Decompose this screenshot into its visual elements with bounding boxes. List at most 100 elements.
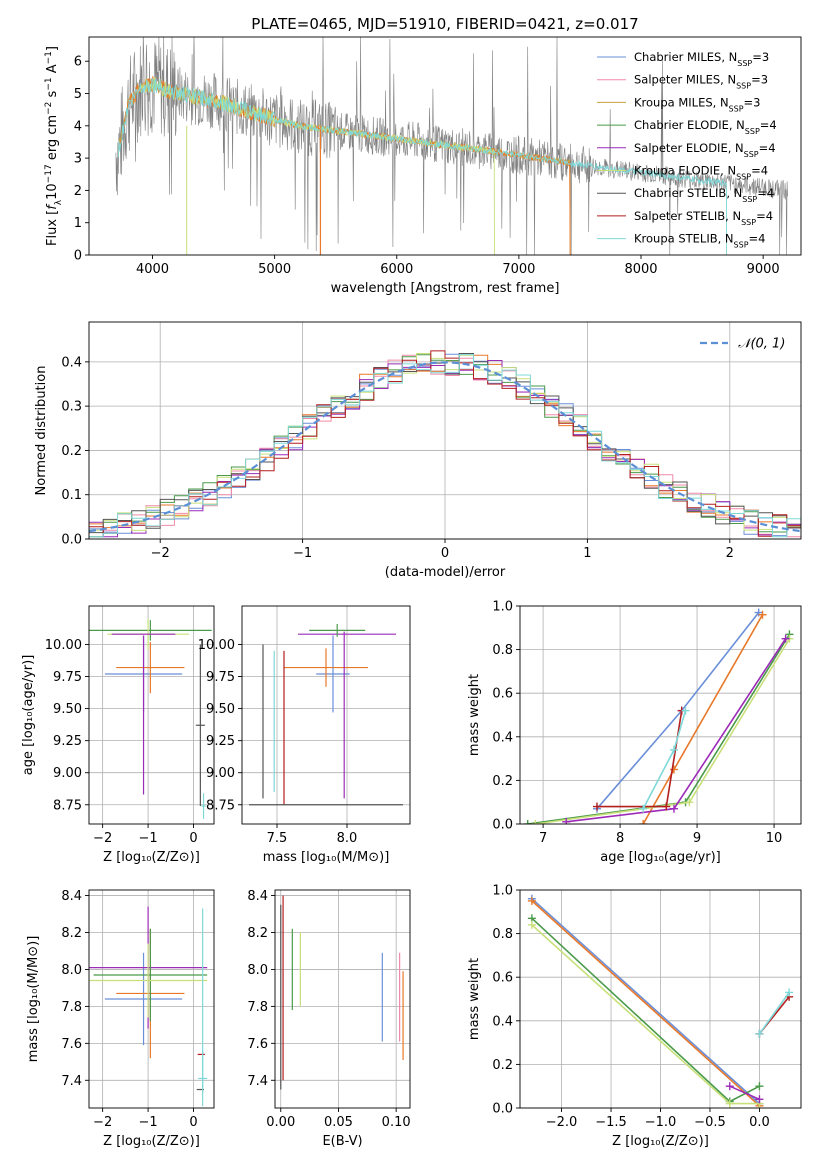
y-axis-label: Flux [fλ10−17 erg cm−2 s−1 A−1] xyxy=(44,46,64,246)
y-tick-label: 0 xyxy=(74,249,82,264)
legend-text: Kroupa ELODIE, N xyxy=(634,164,736,178)
y-axis-label-part: −1 xyxy=(44,51,54,64)
legend-suffix: =4 xyxy=(749,232,766,246)
y-tick-label: 9.00 xyxy=(206,766,235,781)
legend-text: Chabrier MILES, N xyxy=(634,50,737,64)
residual-histogram xyxy=(89,354,801,529)
legend-sub: SSP xyxy=(734,240,749,249)
y-tick-label: 6 xyxy=(74,55,82,70)
y-axis-label-part: 10 xyxy=(45,183,60,200)
y-tick-label: 8.75 xyxy=(206,798,235,813)
x-axis-label: age [log₁₀(age/yr)] xyxy=(600,850,721,865)
y-tick-label: 9.00 xyxy=(53,766,82,781)
residual-histogram xyxy=(89,350,801,537)
residual-histogram xyxy=(89,354,801,538)
model-spectrum xyxy=(117,77,727,255)
x-tick-label: −1 xyxy=(139,831,158,846)
x-tick-label: −2.0 xyxy=(546,1115,578,1130)
y-tick-label: 9.50 xyxy=(206,702,235,717)
legend-suffix: =3 xyxy=(751,73,768,87)
x-axis-label: E(B-V) xyxy=(322,1134,362,1149)
x-tick-label: 7 xyxy=(539,831,547,846)
y-tick-label: 0.2 xyxy=(61,444,82,459)
normal-curve xyxy=(89,361,801,533)
y-axis-label: mass weight xyxy=(467,674,482,756)
metallicity-massweight-panel: −2.0 −1.5 −1.0 −0.5 0.0 0.0 0.2 0.4 0.6 0.8 1.0 Z [… xyxy=(467,884,802,1149)
legend-sub: SSP xyxy=(744,149,759,158)
y-tick-label: 0.4 xyxy=(61,355,82,370)
legend-text: Kroupa STELIB, N xyxy=(634,232,734,246)
spectrum-panel: 4000 5000 6000 7000 8000 9000 0 1 2 3 4 5 6 wavelengt… xyxy=(44,15,802,296)
axes-frame xyxy=(274,889,411,1109)
y-tick-label: 0.0 xyxy=(61,533,82,548)
x-axis-label: Z [log₁₀(Z/Z⊙)] xyxy=(103,1134,200,1149)
weight-line xyxy=(531,900,760,1107)
x-tick-label: 6000 xyxy=(380,262,413,277)
y-axis-label: mass weight xyxy=(467,958,482,1040)
x-tick-label: −2 xyxy=(93,1115,112,1130)
y-tick-label: 0.0 xyxy=(492,818,513,833)
error-bars xyxy=(89,906,208,1107)
x-tick-label: 0.00 xyxy=(266,1115,295,1130)
axes-frame xyxy=(88,889,215,1109)
x-tick-label: 7000 xyxy=(502,262,535,277)
legend-sub: SSP xyxy=(737,59,752,68)
x-tick-label: 8.0 xyxy=(337,831,358,846)
x-tick-label: 8000 xyxy=(624,262,657,277)
weight-line xyxy=(566,638,787,823)
axes-frame xyxy=(241,605,411,825)
y-tick-label: 0.3 xyxy=(61,400,82,415)
histograms xyxy=(89,350,801,538)
chart-title: PLATE=0465, MJD=51910, FIBERID=0421, z=0… xyxy=(251,15,638,33)
metallicity-age-panel: −2 −1 0 8.75 9.00 9.25 9.50 9.75 10.00 Z [log₁₀(Z… xyxy=(21,605,215,865)
y-tick-label: 0.4 xyxy=(492,730,513,745)
residual-histogram-panel: −2 −1 0 1 2 0.0 0.1 0.2 0.3 0.4 (data-model)/error… xyxy=(34,321,802,580)
legend-sub: SSP xyxy=(741,217,756,226)
legend-entry: Salpeter ELODIE, NSSP=4 xyxy=(634,141,776,159)
legend-entry: Kroupa ELODIE, NSSP=4 xyxy=(634,164,768,182)
legend-text: Salpeter STELIB, N xyxy=(634,209,741,223)
observed-spectrum xyxy=(115,37,788,255)
y-tick-label: 0.6 xyxy=(492,971,513,986)
y-tick-label: 7.6 xyxy=(61,1037,82,1052)
x-tick-label: 9 xyxy=(693,831,701,846)
x-tick-label: 2 xyxy=(726,546,734,561)
legend-suffix: =3 xyxy=(752,50,769,64)
legend-entry: Chabrier ELODIE, NSSP=4 xyxy=(634,118,777,136)
y-tick-label: 3 xyxy=(74,152,82,167)
x-tick-label: 8 xyxy=(616,831,624,846)
legend-entry: Salpeter STELIB, NSSP=4 xyxy=(634,209,773,227)
y-tick-label: 5 xyxy=(74,87,82,102)
mass-age-panel: 7.5 8.0 8.75 9.00 9.25 9.50 9.75 10.00 mass [log… xyxy=(198,605,411,865)
y-axis-label: Normed distribution xyxy=(34,366,49,496)
x-tick-label: −1 xyxy=(293,546,312,561)
x-tick-label: −1 xyxy=(139,1115,158,1130)
legend-text: Salpeter MILES, N xyxy=(634,73,736,87)
y-tick-label: 7.8 xyxy=(61,1000,82,1015)
y-tick-label: 8.4 xyxy=(61,889,82,904)
y-tick-label: 4 xyxy=(74,119,82,134)
y-tick-label: 7.8 xyxy=(247,1000,268,1015)
y-axis-label-part: A xyxy=(45,64,60,77)
y-tick-label: 8.0 xyxy=(247,963,268,978)
x-tick-label: 0 xyxy=(189,1115,197,1130)
x-tick-label: 0.05 xyxy=(324,1115,353,1130)
y-tick-label: 7.6 xyxy=(247,1037,268,1052)
y-tick-label: 9.50 xyxy=(53,702,82,717)
x-axis-label: mass [log₁₀(M/M⊙)] xyxy=(263,850,390,865)
weight-line xyxy=(531,924,760,1105)
model-spectrum xyxy=(139,77,495,255)
x-tick-label: 9000 xyxy=(747,262,780,277)
y-axis-label-part: ] xyxy=(45,46,60,51)
legend-entry: Chabrier MILES, NSSP=3 xyxy=(634,50,769,68)
x-tick-label: 0.0 xyxy=(749,1115,770,1130)
legend-sub: SSP xyxy=(729,104,744,113)
y-tick-label: 10.00 xyxy=(45,638,82,653)
x-tick-label: −1.0 xyxy=(645,1115,677,1130)
legend-suffix: =4 xyxy=(751,164,768,178)
weight-lines xyxy=(527,894,794,1108)
weight-line xyxy=(531,898,760,1105)
weight-line xyxy=(758,992,790,1035)
y-axis-label-part: f xyxy=(45,203,60,210)
